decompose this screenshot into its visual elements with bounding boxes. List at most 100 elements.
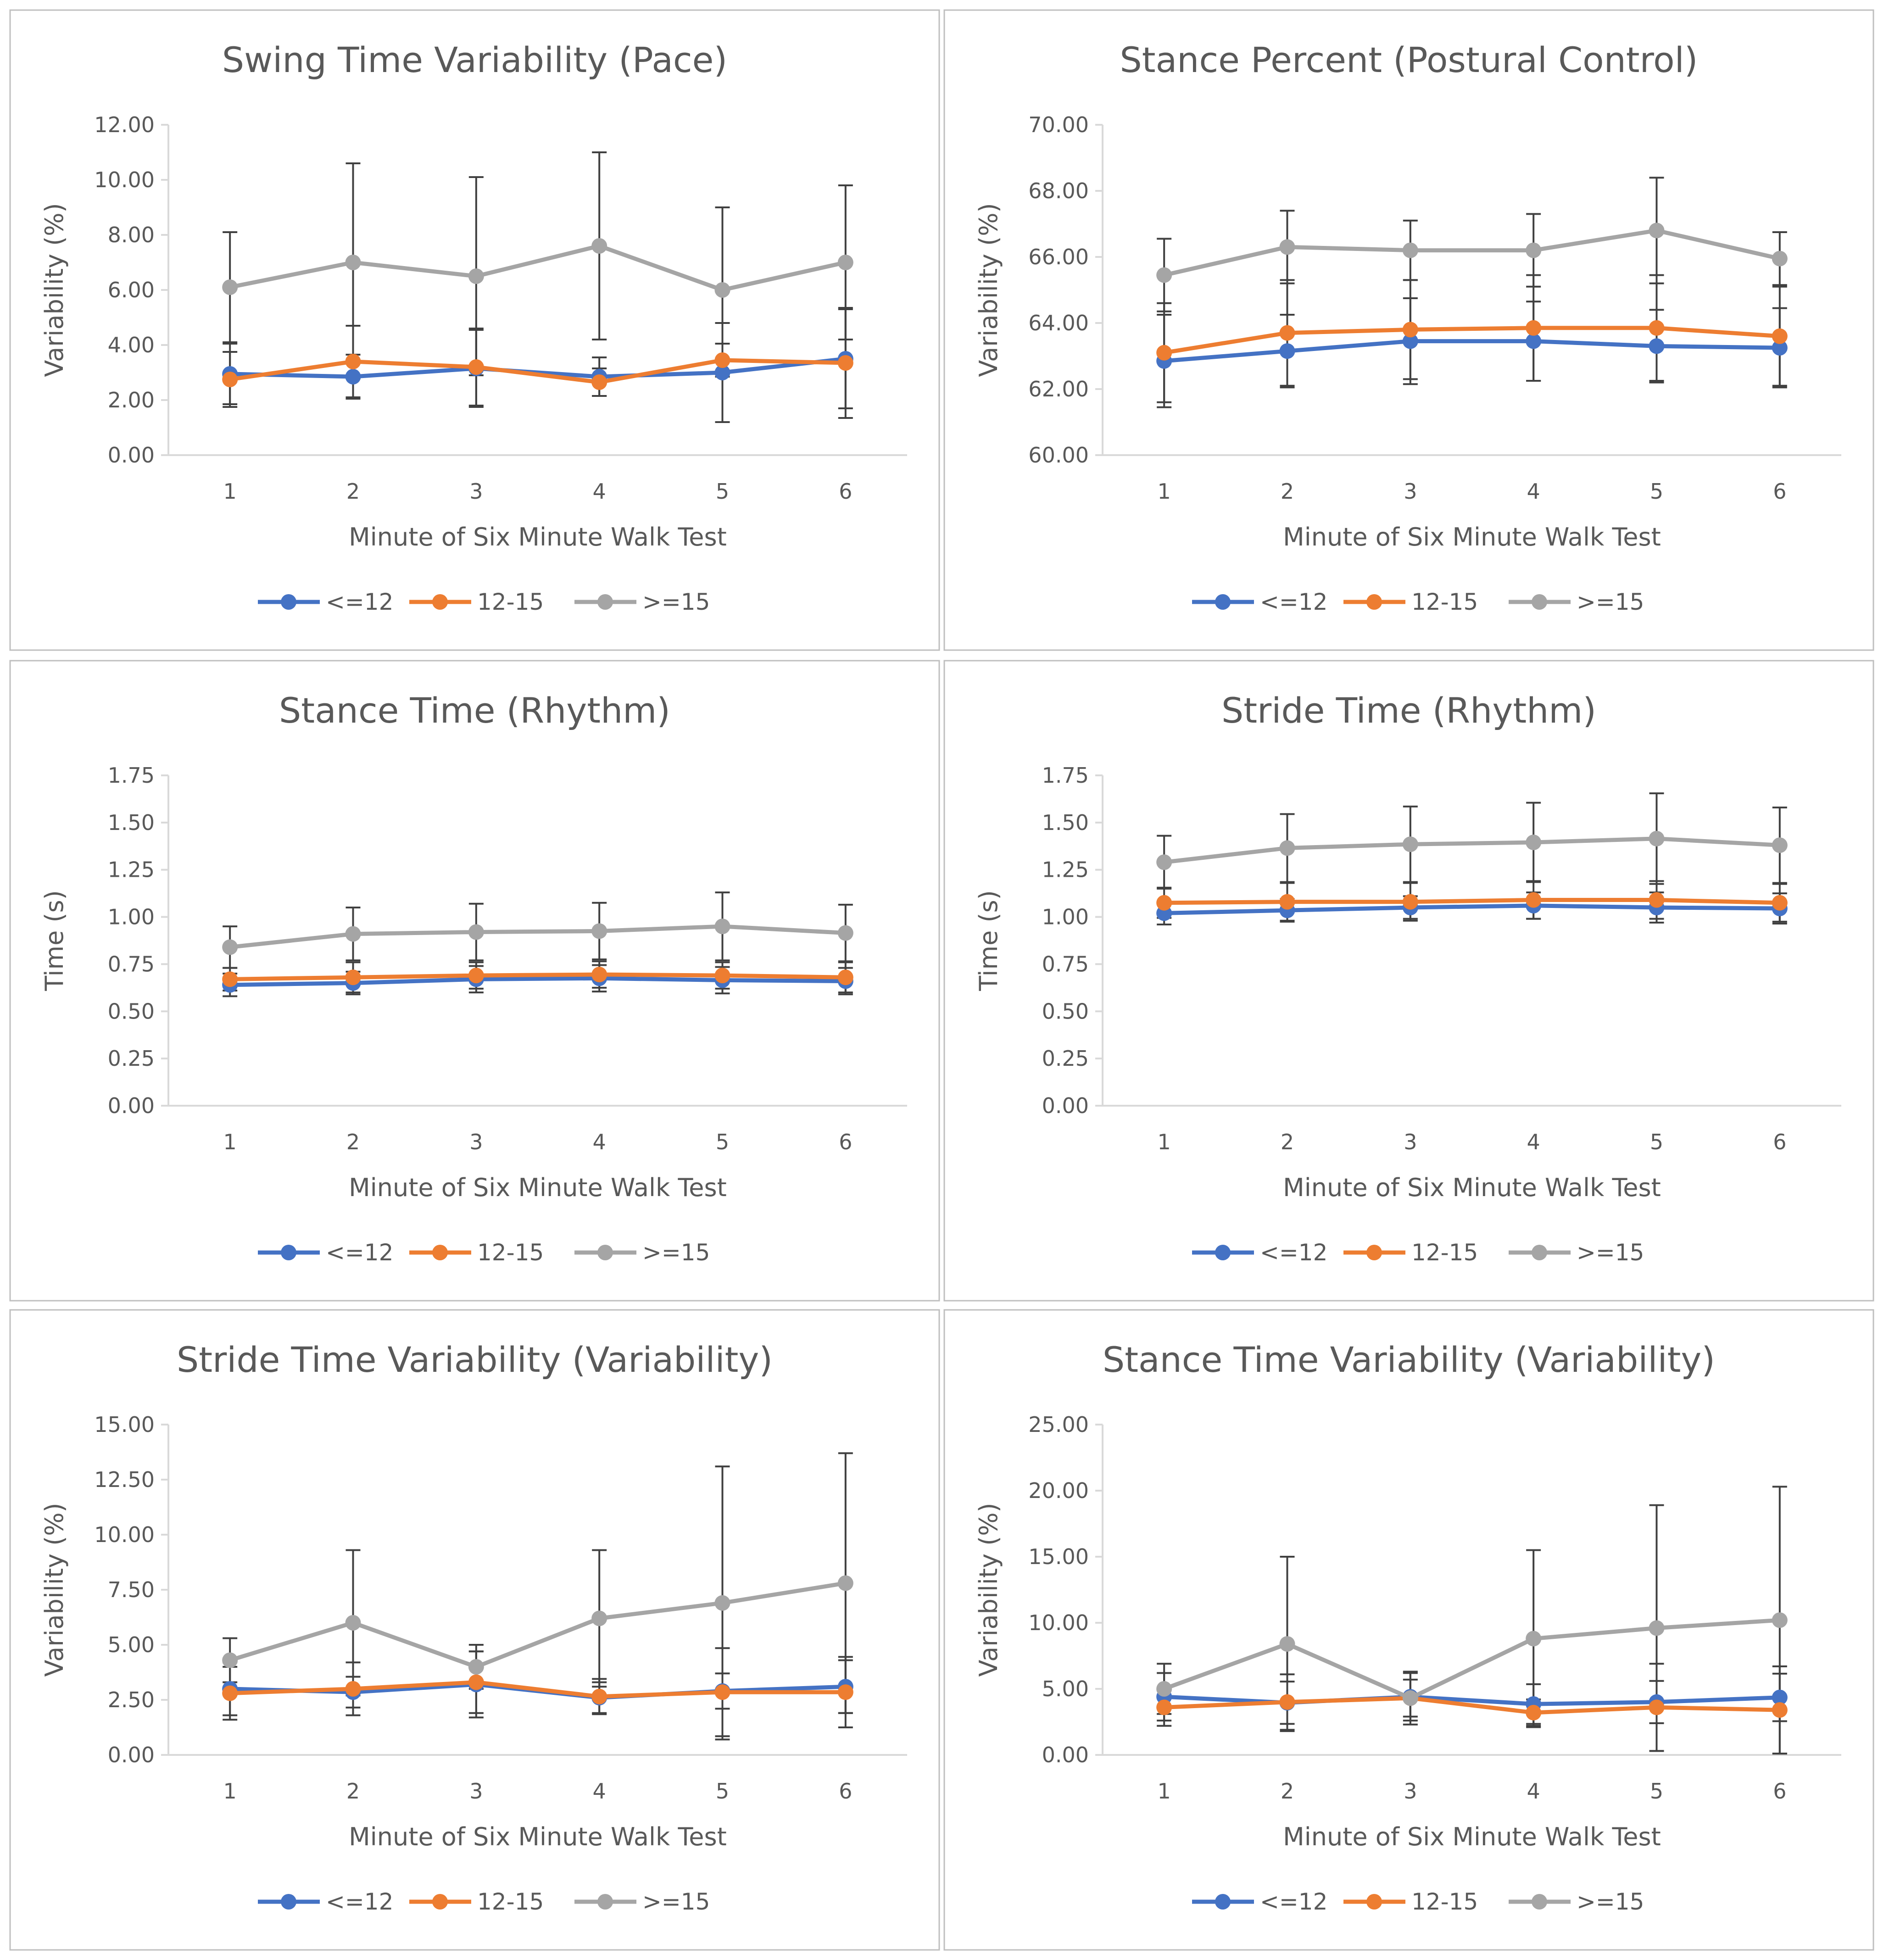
x-tick-label: 3 — [1404, 1779, 1417, 1804]
chart-title: Stance Time (Rhythm) — [279, 690, 670, 731]
x-tick-label: 2 — [1281, 1779, 1294, 1804]
data-point — [1772, 837, 1788, 853]
legend-label: <=12 — [326, 1888, 393, 1915]
legend-label: 12-15 — [477, 1888, 544, 1915]
legend-item: <=12 — [258, 1888, 393, 1915]
legend-label: <=12 — [326, 1239, 393, 1266]
y-tick-label: 1.25 — [1042, 858, 1089, 882]
legend-label: >=15 — [642, 589, 710, 615]
y-tick-label: 12.00 — [94, 112, 155, 137]
data-point — [1649, 223, 1665, 239]
chart-title: Stride Time (Rhythm) — [1221, 690, 1596, 731]
series-line — [230, 972, 846, 981]
data-point — [1402, 242, 1418, 258]
data-point — [1649, 830, 1665, 846]
x-tick-label: 5 — [716, 479, 729, 504]
x-tick-label: 6 — [839, 479, 852, 504]
x-tick-label: 4 — [1527, 1779, 1540, 1804]
y-tick-label: 5.00 — [1042, 1676, 1089, 1701]
y-axis-label: Time (s) — [974, 890, 1003, 991]
data-point — [1156, 267, 1172, 283]
y-tick-label: 64.00 — [1028, 311, 1089, 335]
data-point — [1526, 320, 1542, 336]
legend-marker — [597, 1245, 613, 1260]
series-line — [1163, 1618, 1780, 1700]
legend-item: >=15 — [1509, 1888, 1644, 1915]
chart-frame — [943, 1309, 1874, 1951]
y-axis-label: Variability (%) — [974, 1503, 1003, 1676]
legend-marker — [1532, 1245, 1547, 1260]
legend-label: 12-15 — [1411, 589, 1478, 615]
y-tick-label: 4.00 — [108, 333, 155, 357]
data-point — [1649, 892, 1665, 908]
data-point — [837, 255, 853, 270]
data-point — [1526, 1631, 1542, 1647]
data-point — [345, 354, 361, 369]
chart-title: Swing Time Variability (Pace) — [222, 39, 727, 80]
legend-marker — [597, 1894, 613, 1910]
data-point — [345, 369, 361, 384]
chart-frame — [943, 660, 1874, 1302]
y-tick-label: 0.00 — [1042, 1743, 1089, 1767]
data-point — [345, 926, 361, 942]
x-axis-label: Minute of Six Minute Walk Test — [1283, 523, 1661, 551]
y-tick-label: 0.25 — [108, 1046, 155, 1071]
y-tick-label: 70.00 — [1028, 112, 1089, 137]
legend-item: 12-15 — [409, 1239, 544, 1266]
x-axis-label: Minute of Six Minute Walk Test — [349, 523, 727, 551]
data-point — [1156, 1681, 1172, 1697]
y-tick-label: 1.00 — [108, 905, 155, 930]
legend-marker — [1366, 1894, 1382, 1910]
y-tick-label: 10.00 — [94, 167, 155, 192]
x-tick-label: 4 — [1527, 479, 1540, 504]
legend-label: >=15 — [1577, 1239, 1644, 1266]
y-axis-label: Variability (%) — [974, 203, 1003, 377]
data-point — [1402, 836, 1418, 852]
legend-marker — [432, 1245, 448, 1260]
data-point — [591, 923, 607, 939]
x-tick-label: 3 — [469, 479, 483, 504]
y-axis-label: Variability (%) — [40, 1503, 69, 1676]
x-tick-label: 5 — [716, 1130, 729, 1154]
data-point — [468, 268, 484, 284]
legend-marker — [1366, 1245, 1382, 1260]
data-point — [714, 968, 730, 984]
data-point — [222, 971, 238, 987]
x-axis-label: Minute of Six Minute Walk Test — [1283, 1822, 1661, 1851]
y-tick-label: 68.00 — [1028, 178, 1089, 203]
y-tick-label: 0.75 — [1042, 952, 1089, 976]
chart-frame — [9, 1309, 940, 1951]
x-tick-label: 4 — [593, 1779, 606, 1804]
y-tick-label: 1.00 — [1042, 905, 1089, 930]
legend-marker — [281, 1894, 296, 1910]
x-tick-label: 3 — [469, 1130, 483, 1154]
x-tick-label: 2 — [346, 479, 360, 504]
x-tick-label: 5 — [1650, 1130, 1663, 1154]
y-tick-label: 62.00 — [1028, 377, 1089, 401]
data-point — [222, 1652, 238, 1668]
y-tick-label: 0.50 — [108, 999, 155, 1024]
data-point — [1772, 1689, 1788, 1705]
data-point — [1402, 333, 1418, 349]
data-point — [1772, 328, 1788, 344]
x-tick-label: 2 — [1281, 479, 1294, 504]
chart-panel-6: Stance Time Variability (Variability) 0.0… — [943, 1309, 1874, 1951]
legend-marker — [1215, 1894, 1231, 1910]
series-line — [1164, 836, 1780, 864]
series-line — [229, 244, 846, 292]
y-tick-label: 12.50 — [94, 1467, 155, 1492]
y-tick-label: 5.00 — [108, 1632, 155, 1657]
data-point — [1526, 333, 1542, 349]
data-point — [837, 1684, 853, 1700]
data-point — [1156, 895, 1172, 911]
x-tick-label: 3 — [469, 1779, 483, 1804]
legend-item: <=12 — [258, 1239, 393, 1266]
data-point — [1772, 340, 1788, 356]
x-axis-label: Minute of Six Minute Walk Test — [349, 1173, 727, 1202]
chart-panel-4: Stride Time (Rhythm) 0.00 0.25 0.50 0.75 1.00… — [943, 660, 1874, 1302]
y-tick-label: 10.00 — [94, 1522, 155, 1547]
data-point — [1279, 840, 1295, 856]
y-tick-label: 15.00 — [94, 1412, 155, 1437]
data-point — [1156, 854, 1172, 870]
x-tick-label: 1 — [223, 479, 237, 504]
